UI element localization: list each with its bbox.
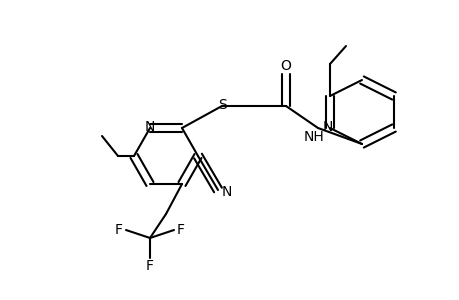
Text: F: F (115, 223, 123, 237)
Text: F: F (177, 223, 185, 237)
Text: F: F (146, 259, 154, 273)
Text: N: N (322, 120, 332, 134)
Text: NH: NH (303, 130, 324, 144)
Text: S: S (217, 98, 226, 112)
Text: N: N (221, 185, 232, 199)
Text: O: O (280, 59, 291, 73)
Text: N: N (145, 120, 155, 134)
